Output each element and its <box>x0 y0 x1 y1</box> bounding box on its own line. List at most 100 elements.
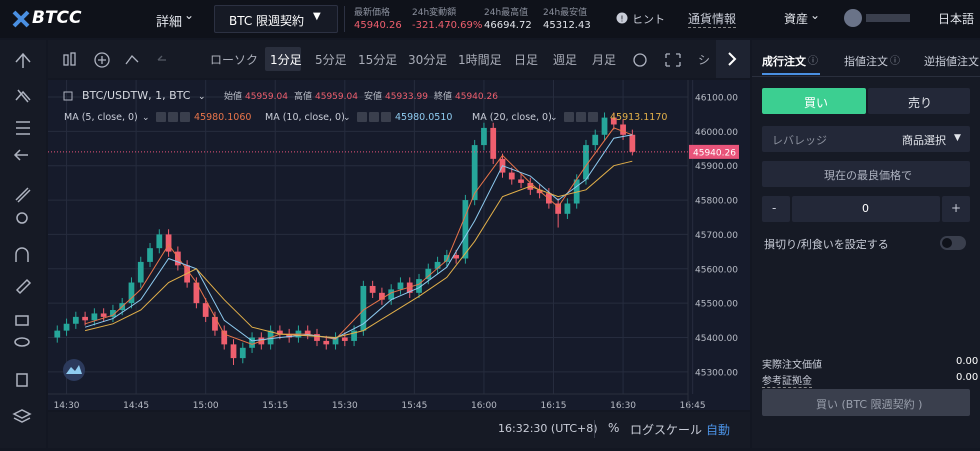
fullscreen-icon[interactable] <box>665 53 681 67</box>
candle-body <box>351 330 357 341</box>
plus-button[interactable]: + <box>942 196 970 222</box>
toolbar-item[interactable]: 週足 <box>553 53 578 67</box>
tab[interactable]: 逆指値注文 <box>924 55 979 68</box>
indicator-name: MA (5, close, 0) <box>64 112 138 123</box>
settings-icon[interactable] <box>633 53 647 67</box>
tab[interactable]: 成行注文 <box>762 55 806 68</box>
candle-body <box>239 347 246 359</box>
toolbar-overflow[interactable]: シ <box>698 53 711 67</box>
x-tick-label: 16:45 <box>680 401 706 410</box>
divider <box>344 6 345 32</box>
toolbar-item[interactable]: 1分足 <box>270 53 302 67</box>
y-tick-label: 45300.00 <box>695 368 738 378</box>
candle-icon[interactable] <box>63 54 69 66</box>
product-name: BTC 限週契約 <box>229 14 305 28</box>
product-select[interactable]: BTC 限週契約 ▼ <box>214 5 338 33</box>
candle-body <box>156 234 163 249</box>
user-id <box>866 14 910 22</box>
visibility-tool[interactable] <box>14 337 30 347</box>
toolbar-item[interactable]: 5分足 <box>315 53 347 67</box>
candle-body <box>583 145 589 180</box>
menu-arrow: ⌄ <box>184 8 195 22</box>
candle-body <box>508 172 515 180</box>
stop-toggle[interactable] <box>940 236 966 250</box>
margin: 0.00 <box>956 372 979 383</box>
submit-button[interactable]: 買い (BTC 限週契約 ) <box>762 389 970 416</box>
language[interactable]: 日本語 <box>938 12 975 26</box>
price-input[interactable]: 現在の最良価格で <box>762 161 970 187</box>
candle-body <box>369 285 376 293</box>
undo-icon[interactable] <box>157 55 166 61</box>
candle-icon[interactable] <box>70 52 76 66</box>
magnet-tool[interactable] <box>15 247 29 262</box>
toolbar-item[interactable]: 1時間足 <box>458 53 502 67</box>
currency-info[interactable]: 通貨情報 <box>688 12 737 28</box>
x-tick-label: 14:45 <box>123 401 149 410</box>
indicator-button <box>381 112 391 122</box>
indicator-button <box>369 112 379 122</box>
zoom-tool[interactable] <box>16 212 28 224</box>
plus-label: + <box>951 201 962 215</box>
menu[interactable]: 詳細 <box>156 15 183 30</box>
tab-help[interactable]: ⓘ <box>890 56 900 67</box>
assets-arrow: ⌄ <box>810 8 821 22</box>
pencil-tool[interactable] <box>15 278 32 295</box>
trend-tool[interactable] <box>15 89 31 103</box>
fib-tool[interactable] <box>16 121 30 135</box>
candle-body <box>110 310 116 317</box>
leverage-select[interactable]: レバレッジ 商品選択 ▼ <box>762 126 970 152</box>
indicator-arrow: ⌄ <box>343 113 351 123</box>
logo[interactable]: BTCC <box>32 8 82 28</box>
hint-icon: ! <box>616 12 628 24</box>
cursor-tool[interactable] <box>15 52 31 68</box>
buy-tab[interactable]: 買い <box>762 88 866 114</box>
sell-tab[interactable]: 売り <box>868 88 970 114</box>
auto-toggle[interactable]: 自動 <box>706 423 731 437</box>
assets[interactable]: 資産 <box>784 12 809 26</box>
toolbar-item[interactable]: 15分足 <box>358 53 398 67</box>
leverage-label: レバレッジ <box>772 134 827 147</box>
toolbar-item[interactable]: 30分足 <box>408 53 448 67</box>
chart: 46100.00 46000.00 45900.00 45800.00 45700.00… <box>48 80 750 410</box>
avatar[interactable] <box>844 9 862 27</box>
x-tick-label: 16:00 <box>471 401 497 410</box>
add-icon[interactable] <box>94 52 110 68</box>
back-tool[interactable] <box>13 149 28 161</box>
x-tick-label: 14:30 <box>54 401 80 410</box>
candle-body <box>314 334 320 341</box>
tool-icons <box>12 52 32 423</box>
x-tick-label: 16:15 <box>541 401 567 410</box>
toolbar-item[interactable]: ローソク <box>210 53 259 67</box>
layers-tool[interactable] <box>12 409 32 423</box>
quantity-input[interactable]: 0 <box>792 196 940 222</box>
submit-label: 買い (BTC 限週契約 ) <box>816 398 923 411</box>
sell-label: 売り <box>908 96 933 110</box>
select-arrow: ▼ <box>954 133 961 143</box>
candle-body <box>137 261 144 283</box>
candle-body <box>249 337 255 348</box>
minus-button[interactable]: - <box>762 196 790 222</box>
ruler-tool[interactable] <box>15 187 31 203</box>
ohlc-label: 安値 <box>364 90 382 102</box>
log-scale-toggle[interactable]: ログスケール <box>630 423 703 437</box>
candle-body <box>221 330 228 345</box>
lock-tool[interactable] <box>15 315 29 326</box>
x-tick-label: 16:30 <box>610 401 636 410</box>
hint[interactable]: ヒント <box>632 13 665 26</box>
candle-body <box>453 255 459 259</box>
percent-toggle[interactable]: % <box>608 421 620 435</box>
tab-help[interactable]: ⓘ <box>808 56 818 67</box>
candle-body <box>462 200 469 259</box>
toolbar-item[interactable]: 日足 <box>514 53 539 67</box>
indicator-icon[interactable] <box>125 55 139 65</box>
delete-tool[interactable] <box>16 373 28 387</box>
indicator-button <box>156 112 166 122</box>
candle-body <box>323 340 330 345</box>
stat-value: 45940.26 <box>354 20 402 31</box>
tab[interactable]: 指値注文 <box>844 55 888 68</box>
candle-body <box>184 265 191 283</box>
toolbar-item[interactable]: 月足 <box>592 53 617 67</box>
indicator-button <box>168 112 178 122</box>
tab-underline <box>762 73 820 75</box>
toolbar-next[interactable] <box>716 40 750 78</box>
